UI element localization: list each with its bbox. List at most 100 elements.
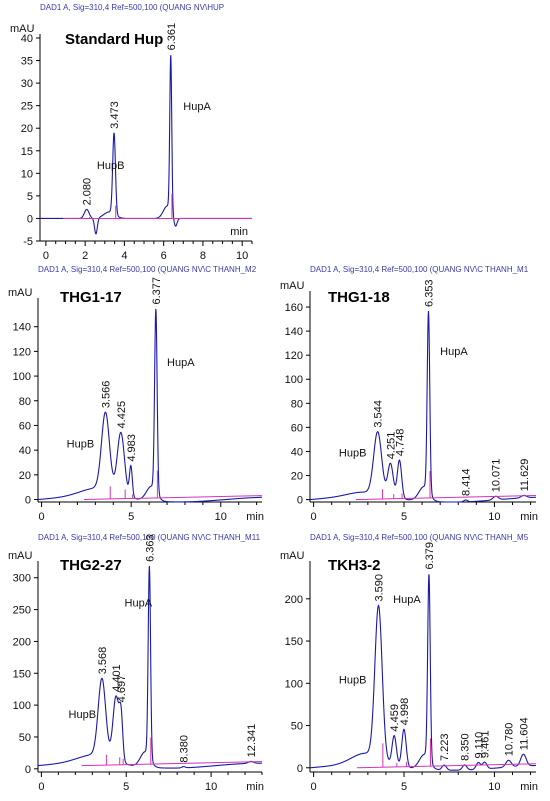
- peak-label: 6.353: [423, 279, 435, 307]
- x-axis-label: min: [520, 511, 538, 523]
- compound-annotation: HupB: [339, 674, 367, 686]
- y-tick-label: 0: [27, 213, 33, 225]
- peak-label: 4.983: [126, 434, 138, 462]
- x-tick-label: 2: [82, 250, 88, 262]
- peak-label: 6.379: [424, 542, 436, 570]
- peak-label: 6.377: [151, 277, 163, 305]
- compound-annotation: HupA: [183, 101, 211, 113]
- y-tick-label: 60: [291, 422, 303, 434]
- x-tick-label: 0: [311, 781, 317, 793]
- peak-label: 4.748: [394, 429, 406, 457]
- signal-trace: [309, 310, 537, 503]
- panel-header: DAD1 A, Sig=310,4 Ref=500,100 (QUANG NV\…: [38, 265, 257, 274]
- chromatogram-panel-1: DAD1 A, Sig=310,4 Ref=500,100 (QUANG NV\…: [10, 3, 253, 262]
- peak-label: 7.223: [439, 734, 451, 762]
- y-tick-label: 50: [291, 721, 303, 733]
- y-tick-label: 140: [285, 326, 303, 338]
- y-tick-label: 80: [19, 396, 31, 408]
- peak-label: 10.071: [491, 459, 503, 493]
- x-tick-label: 10: [488, 781, 500, 793]
- x-tick-label: 8: [200, 250, 206, 262]
- peak-label: 8.414: [461, 468, 473, 496]
- x-tick-label: 5: [123, 781, 129, 793]
- y-tick-label: 200: [13, 636, 31, 648]
- compound-annotation: HupB: [339, 447, 367, 459]
- peak-label: 3.590: [374, 574, 386, 602]
- x-tick-label: 10: [488, 511, 500, 523]
- peak-label: 11.629: [519, 459, 531, 492]
- y-tick-label: 60: [19, 420, 31, 432]
- y-tick-label: 40: [19, 445, 31, 457]
- peak-label: 2.080: [82, 178, 94, 206]
- y-tick-label: 0: [25, 495, 31, 507]
- y-tick-label: 40: [291, 446, 303, 458]
- y-tick-label: 5: [27, 191, 33, 203]
- x-tick-label: 5: [401, 781, 407, 793]
- y-axis-label: mAU: [8, 287, 33, 299]
- peak-label: 4.251: [385, 432, 397, 460]
- peak-label: 4.401: [111, 664, 123, 692]
- peak-label: 3.544: [373, 400, 385, 428]
- compound-annotation: HupB: [97, 160, 125, 172]
- panel-title: TKH3-2: [328, 557, 381, 574]
- compound-annotation: HupA: [440, 346, 468, 358]
- integration-baseline: [356, 763, 537, 769]
- x-tick-label: 0: [39, 511, 45, 523]
- compound-annotation: HupB: [67, 439, 95, 451]
- y-tick-label: 35: [21, 56, 33, 68]
- integration-baseline: [83, 495, 263, 501]
- y-tick-label: 140: [13, 322, 31, 334]
- y-tick-label: 120: [285, 350, 303, 362]
- x-axis-label: min: [246, 781, 264, 793]
- y-tick-label: -5: [23, 236, 33, 248]
- x-tick-label: 5: [401, 511, 407, 523]
- y-tick-label: 30: [21, 78, 33, 90]
- peak-label: 11.604: [518, 717, 530, 750]
- peak-label: 10.780: [504, 723, 516, 757]
- y-tick-label: 15: [21, 146, 33, 158]
- x-axis-label: min: [230, 226, 248, 238]
- y-tick-label: 120: [13, 346, 31, 358]
- y-tick-label: 0: [25, 764, 31, 776]
- y-tick-label: 300: [13, 573, 31, 585]
- y-axis-label: mAU: [280, 280, 305, 292]
- panel-title: THG1-18: [328, 289, 390, 306]
- x-axis-label: min: [520, 781, 538, 793]
- signal-trace: [37, 565, 262, 769]
- peak-label: 9.110: [473, 732, 485, 759]
- peak-label: 9.461: [480, 731, 492, 759]
- y-tick-label: 0: [297, 495, 303, 507]
- y-tick-label: 20: [21, 123, 33, 135]
- chromatogram-panel-2: DAD1 A, Sig=310,4 Ref=500,100 (QUANG NV\…: [8, 265, 264, 523]
- compound-annotation: HupA: [393, 594, 421, 606]
- y-tick-label: 200: [285, 594, 303, 606]
- peak-label: 8.350: [460, 733, 472, 761]
- panel-header: DAD1 A, Sig=310,4 Ref=500,100 (QUANG NV\…: [310, 265, 529, 274]
- panel-title: THG2-27: [60, 557, 122, 574]
- chromatogram-panel-3: DAD1 A, Sig=310,4 Ref=500,100 (QUANG NV\…: [280, 265, 538, 523]
- x-tick-label: 10: [215, 511, 227, 523]
- y-tick-label: 100: [285, 374, 303, 386]
- y-tick-label: 250: [13, 605, 31, 617]
- x-axis-label: min: [246, 511, 264, 523]
- panel-header: DAD1 A, Sig=310,4 Ref=500,100 (QUANG NV\…: [310, 533, 529, 542]
- integration-baseline: [81, 761, 263, 767]
- x-tick-label: 0: [38, 781, 44, 793]
- signal-trace: [309, 574, 537, 771]
- y-tick-label: 40: [21, 33, 33, 45]
- peak-label: 12.341: [246, 724, 258, 758]
- y-tick-label: 80: [291, 398, 303, 410]
- y-tick-label: 0: [297, 763, 303, 775]
- peak-label: 4.425: [116, 401, 128, 429]
- peak-label: 4.459: [389, 704, 401, 732]
- y-axis-label: mAU: [10, 23, 35, 35]
- chromatogram-panel-4: DAD1 A, Sig=310,4 Ref=500,100 (QUANG NV\…: [8, 533, 264, 793]
- peak-label: 3.473: [109, 101, 121, 129]
- compound-annotation: HupA: [125, 597, 153, 609]
- y-tick-label: 100: [285, 678, 303, 690]
- x-tick-label: 0: [311, 511, 317, 523]
- peak-label: 4.998: [399, 698, 411, 726]
- y-tick-label: 20: [19, 470, 31, 482]
- y-tick-label: 10: [21, 168, 33, 180]
